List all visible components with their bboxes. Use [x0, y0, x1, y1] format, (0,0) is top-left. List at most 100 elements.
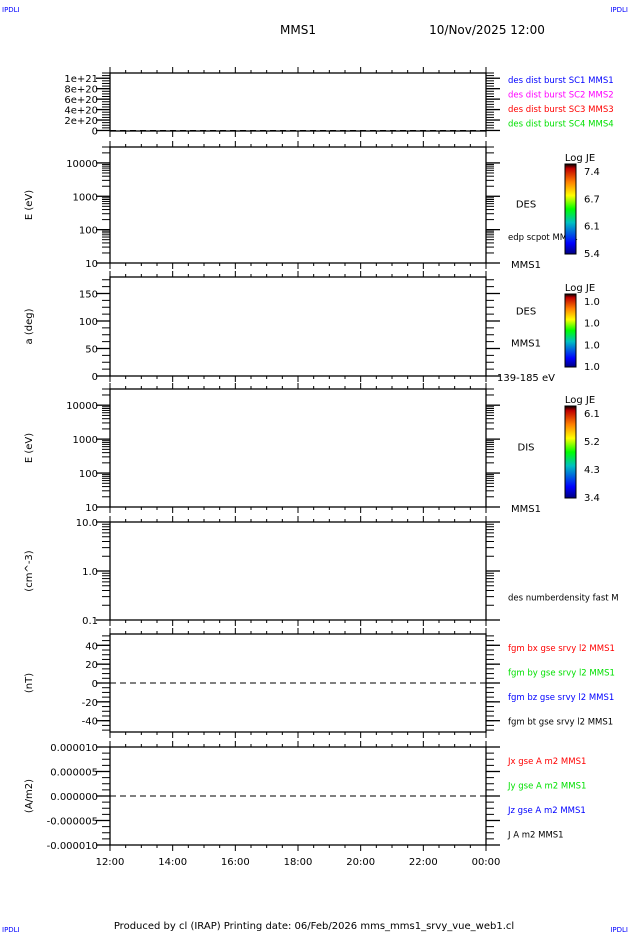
panel-label: DIS	[518, 442, 535, 453]
y-tick-label: 6e+20	[64, 95, 98, 106]
colorbar-tick-label: 7.4	[584, 167, 600, 178]
panel-frame	[109, 388, 487, 508]
y-tick-label: 0	[92, 372, 98, 383]
panel-label: edp scpot MMS1	[508, 233, 578, 243]
panel-dis-energy: 10000 1000 100 10 E (eV) DIS MMS1 Log JE 6.1 5.2 4…	[24, 383, 600, 515]
y-axis-label: E (eV)	[24, 433, 35, 463]
panel-label: 139-185 eV	[497, 373, 555, 384]
legend-entry: fgm by gse srvy l2 MMS1	[508, 669, 615, 679]
y-tick-label: 10	[85, 259, 98, 270]
legend-entry: fgm bx gse srvy l2 MMS1	[508, 644, 615, 654]
y-tick-label: -40	[82, 717, 98, 728]
x-tick-label: 00:00	[472, 857, 501, 868]
legend-entry: des dist burst SC2 MMS2	[508, 91, 614, 101]
colorbar-title: Log JE	[565, 395, 595, 406]
y-tick-label: 4e+20	[64, 106, 98, 117]
y-tick-label: 150	[79, 290, 98, 301]
y-axis-label: (cm^-3)	[24, 550, 35, 591]
y-tick-label: 0.1	[82, 616, 98, 627]
panel-label: DES	[516, 199, 536, 210]
panel-label: MMS1	[511, 338, 541, 349]
colorbar-title: Log JE	[565, 153, 595, 164]
panel-fgm: 40 20 0 -20 -40 (nT) fgm bx gse srvy l2 MMS1 fg…	[24, 628, 615, 738]
footer-credit: Produced by cl (IRAP) Printing date: 06/…	[114, 921, 514, 932]
y-tick-label: 0.000005	[50, 768, 98, 779]
panel-frame	[109, 746, 487, 846]
panel-frame	[109, 72, 487, 132]
y-tick-label: 10000	[66, 159, 98, 170]
y-tick-label: -0.000010	[47, 841, 98, 852]
colorbar-title: Log JE	[565, 283, 595, 294]
corner-label-top-left: IPDLI	[2, 6, 20, 14]
y-tick-label: 50	[85, 345, 98, 356]
y-tick-label: 0.000010	[50, 743, 98, 754]
colorbar-tick-label: 6.1	[584, 222, 600, 233]
y-tick-label: 0	[92, 126, 98, 137]
corner-label-bottom-right: IPDLI	[610, 926, 628, 934]
x-tick-label: 14:00	[158, 857, 187, 868]
x-tick-label: 16:00	[221, 857, 250, 868]
legend-entry: fgm bz gse srvy l2 MMS1	[508, 693, 614, 703]
panel-density: 10.0 1.0 0.1 (cm^-3) des numberdensity fast …	[24, 516, 619, 627]
x-tick-label: 12:00	[96, 857, 125, 868]
colorbar-tick-label: 6.7	[584, 194, 600, 205]
y-tick-label: 2e+20	[64, 116, 98, 127]
colorbar	[564, 163, 577, 255]
y-tick-label: 100	[79, 469, 98, 480]
panel-frame	[109, 146, 487, 264]
legend-entry: des dist burst SC4 MMS4	[508, 120, 614, 130]
x-tick-label: 22:00	[409, 857, 438, 868]
corner-label-bottom-left: IPDLI	[2, 926, 20, 934]
colorbar-tick-label: 4.3	[584, 465, 600, 476]
colorbar	[564, 293, 577, 368]
y-tick-label: 10.0	[76, 518, 98, 529]
legend-entry: Jz gse A m2 MMS1	[507, 806, 586, 816]
colorbar-tick-label: 6.1	[584, 409, 600, 420]
legend-entry: J A m2 MMS1	[507, 831, 564, 841]
panel-label: DES	[516, 307, 536, 318]
colorbar-tick-label: 1.0	[584, 297, 600, 308]
panel-frame	[109, 276, 487, 377]
y-tick-label: 1000	[73, 435, 98, 446]
panel-frame	[109, 633, 487, 733]
panel-current: 0.000010 0.000005 0.000000 -0.000005 -0.0000…	[24, 741, 586, 852]
colorbar-tick-label: 3.4	[584, 493, 600, 504]
y-tick-label: 1.0	[82, 567, 98, 578]
plot-date: 10/Nov/2025 12:00	[429, 23, 545, 37]
panel-frame	[109, 521, 487, 621]
legend-entry: des dist burst SC1 MMS1	[508, 76, 614, 86]
panel-des-energy: 10000 1000 100 10 E (eV) DES edp scpot MMS1 MMS…	[24, 141, 600, 271]
y-axis-label: (A/m2)	[24, 779, 35, 813]
corner-label-top-right: IPDLI	[610, 6, 628, 14]
y-tick-label: 100	[79, 317, 98, 328]
x-tick-label: 20:00	[346, 857, 375, 868]
colorbar-tick-label: 1.0	[584, 340, 600, 351]
y-tick-label: 0	[92, 679, 98, 690]
colorbar	[564, 405, 577, 499]
y-tick-label: 20	[85, 660, 98, 671]
y-axis-label: (nT)	[24, 673, 35, 693]
legend-entry: Jy gse A m2 MMS1	[507, 782, 586, 792]
y-tick-label: -20	[82, 698, 98, 709]
panel-label: des numberdensity fast M	[508, 593, 619, 603]
y-tick-label: 10000	[66, 401, 98, 412]
y-axis-label: a (deg)	[24, 308, 35, 344]
legend-entry: des dist burst SC3 MMS3	[508, 105, 614, 115]
y-tick-label: 8e+20	[64, 85, 98, 96]
colorbar-tick-label: 1.0	[584, 319, 600, 330]
y-tick-label: 100	[79, 226, 98, 237]
y-tick-label: 0.000000	[50, 792, 98, 803]
y-tick-label: 40	[85, 641, 98, 652]
colorbar-tick-label: 5.4	[584, 249, 600, 260]
panel-label: MMS1	[511, 260, 541, 271]
y-tick-label: 1000	[73, 192, 98, 203]
y-tick-label: -0.000005	[47, 817, 98, 828]
y-tick-label: 10	[85, 503, 98, 514]
y-axis-label: E (eV)	[24, 190, 35, 220]
colorbar-tick-label: 5.2	[584, 437, 600, 448]
colorbar-tick-label: 1.0	[584, 362, 600, 373]
x-tick-label: 18:00	[284, 857, 313, 868]
panel-label: MMS1	[511, 504, 541, 515]
